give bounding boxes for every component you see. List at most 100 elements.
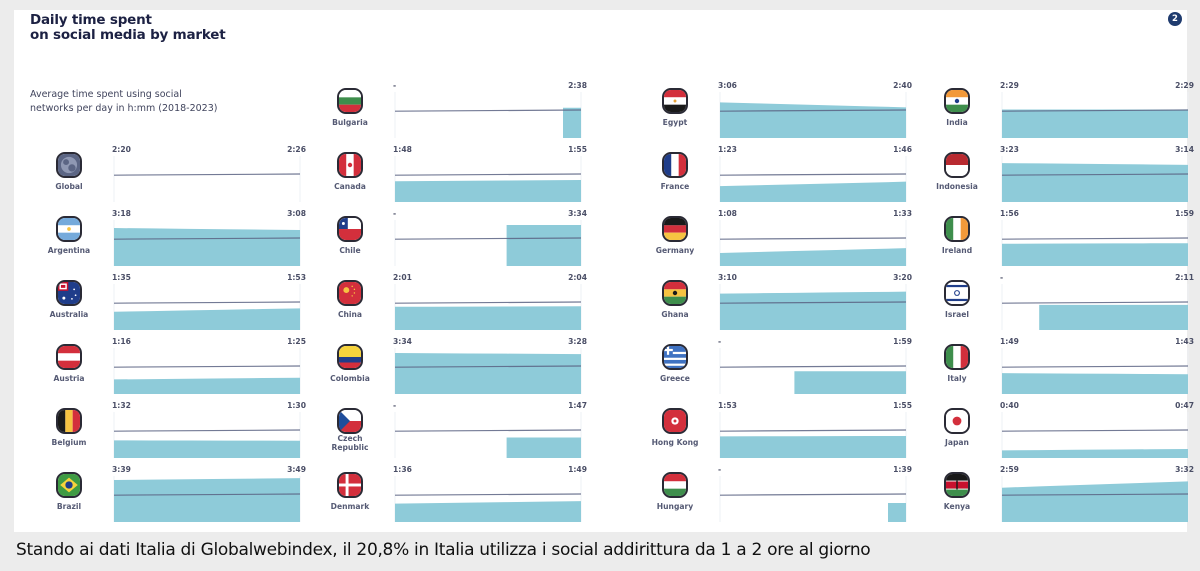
end-value-label: 2:29 bbox=[1175, 81, 1194, 90]
end-value-label: 1:46 bbox=[893, 145, 912, 154]
israel-flag-icon bbox=[944, 280, 970, 306]
market-name: Denmark bbox=[330, 502, 370, 511]
start-value-label: 1:48 bbox=[393, 145, 412, 154]
market-sparkline bbox=[719, 348, 907, 394]
global-reference-line bbox=[719, 109, 907, 112]
market-area bbox=[114, 308, 300, 330]
start-value-label: 2:29 bbox=[1000, 81, 1019, 90]
market-sparkline bbox=[1001, 348, 1189, 394]
market-name: Argentina bbox=[47, 246, 91, 255]
market-chart: 1:49 1:43 bbox=[1000, 337, 1194, 396]
market-chart: 3:34 3:28 bbox=[393, 337, 587, 396]
start-value-label: 1:16 bbox=[112, 337, 131, 346]
market-area bbox=[114, 478, 300, 522]
end-value-label: 3:20 bbox=[893, 273, 912, 282]
market-chart: 2:01 2:04 bbox=[393, 273, 587, 332]
austria-flag-icon bbox=[56, 344, 82, 370]
market-cell: India 2:29 2:29 bbox=[930, 81, 1200, 144]
china-flag-icon bbox=[337, 280, 363, 306]
market-sparkline bbox=[113, 220, 301, 266]
market-area bbox=[1002, 373, 1188, 394]
market-chart: 1:35 1:53 bbox=[112, 273, 306, 332]
market-area bbox=[1002, 481, 1188, 522]
global-reference-line bbox=[719, 365, 907, 368]
market-sparkline bbox=[394, 92, 582, 138]
australia-flag-icon bbox=[56, 280, 82, 306]
market-area bbox=[506, 437, 581, 458]
market-cell: Israel - 2:11 bbox=[930, 273, 1200, 336]
end-value-label: 1:55 bbox=[893, 401, 912, 410]
market-sparkline bbox=[719, 284, 907, 330]
global-reference-line bbox=[719, 301, 907, 304]
global-reference-line bbox=[394, 109, 582, 112]
market-chart: 3:18 3:08 bbox=[112, 209, 306, 268]
market-area bbox=[563, 107, 581, 138]
end-value-label: 1:33 bbox=[893, 209, 912, 218]
market-chart: 3:06 2:40 bbox=[718, 81, 912, 140]
end-value-label: 0:47 bbox=[1175, 401, 1194, 410]
market-chart: - 1:47 bbox=[393, 401, 587, 460]
global-reference-line bbox=[113, 493, 301, 496]
belgium-flag-icon bbox=[56, 408, 82, 434]
end-value-label: 2:04 bbox=[568, 273, 587, 282]
italy-flag-icon bbox=[944, 344, 970, 370]
start-value-label: 1:08 bbox=[718, 209, 737, 218]
caption-text: Stando ai dati Italia di Globalwebindex,… bbox=[16, 540, 871, 560]
market-name: Kenya bbox=[943, 502, 971, 511]
global-reference-line bbox=[113, 429, 301, 432]
market-area bbox=[1002, 163, 1188, 202]
market-area bbox=[794, 371, 906, 394]
kenya-flag-icon bbox=[944, 472, 970, 498]
ghana-flag-icon bbox=[662, 280, 688, 306]
market-chart: - 1:39 bbox=[718, 465, 912, 524]
global-reference-line bbox=[1001, 493, 1189, 496]
market-chart: - 2:11 bbox=[1000, 273, 1194, 332]
start-value-label: - bbox=[718, 465, 722, 474]
page-number-badge: 2 bbox=[1168, 12, 1182, 26]
market-sparkline bbox=[113, 348, 301, 394]
market-name: Austria bbox=[53, 374, 85, 383]
market-name: Bulgaria bbox=[332, 118, 368, 127]
end-value-label: 1:43 bbox=[1175, 337, 1194, 346]
market-area bbox=[888, 503, 906, 522]
market-area bbox=[506, 224, 581, 266]
market-chart: 3:39 3:49 bbox=[112, 465, 306, 524]
market-name: Chile bbox=[339, 246, 361, 255]
market-cell: Chile - 3:34 bbox=[323, 209, 593, 272]
global-reference-line bbox=[1001, 237, 1189, 240]
start-value-label: 3:34 bbox=[393, 337, 412, 346]
end-value-label: 2:40 bbox=[893, 81, 912, 90]
hungary-flag-icon bbox=[662, 472, 688, 498]
market-sparkline bbox=[1001, 284, 1189, 330]
global-reference-line bbox=[113, 301, 301, 304]
market-area bbox=[114, 440, 300, 458]
start-value-label: 3:23 bbox=[1000, 145, 1019, 154]
market-chart: 1:08 1:33 bbox=[718, 209, 912, 268]
germany-flag-icon bbox=[662, 216, 688, 242]
india-flag-icon bbox=[944, 88, 970, 114]
end-value-label: 3:14 bbox=[1175, 145, 1194, 154]
start-value-label: 2:20 bbox=[112, 145, 131, 154]
market-cell: Greece - 1:59 bbox=[648, 337, 918, 400]
market-area bbox=[720, 248, 906, 266]
start-value-label: 2:01 bbox=[393, 273, 412, 282]
global-reference-line bbox=[394, 301, 582, 304]
end-value-label: 1:39 bbox=[893, 465, 912, 474]
market-cell: Argentina 3:18 3:08 bbox=[42, 209, 312, 272]
global-reference-line bbox=[1001, 109, 1189, 112]
market-area bbox=[1002, 109, 1188, 138]
globe-icon bbox=[56, 152, 82, 178]
global-reference-line bbox=[1001, 173, 1189, 176]
brazil-flag-icon bbox=[56, 472, 82, 498]
end-value-label: 3:49 bbox=[287, 465, 306, 474]
market-chart: 1:16 1:25 bbox=[112, 337, 306, 396]
end-value-label: 2:11 bbox=[1175, 273, 1194, 282]
market-name: Hungary bbox=[656, 502, 694, 511]
market-cell: China 2:01 2:04 bbox=[323, 273, 593, 336]
market-sparkline bbox=[113, 476, 301, 522]
market-name: Global bbox=[55, 182, 83, 191]
market-chart: 1:23 1:46 bbox=[718, 145, 912, 204]
market-area bbox=[720, 435, 906, 458]
market-cell: Indonesia 3:23 3:14 bbox=[930, 145, 1200, 208]
market-chart: 1:32 1:30 bbox=[112, 401, 306, 460]
